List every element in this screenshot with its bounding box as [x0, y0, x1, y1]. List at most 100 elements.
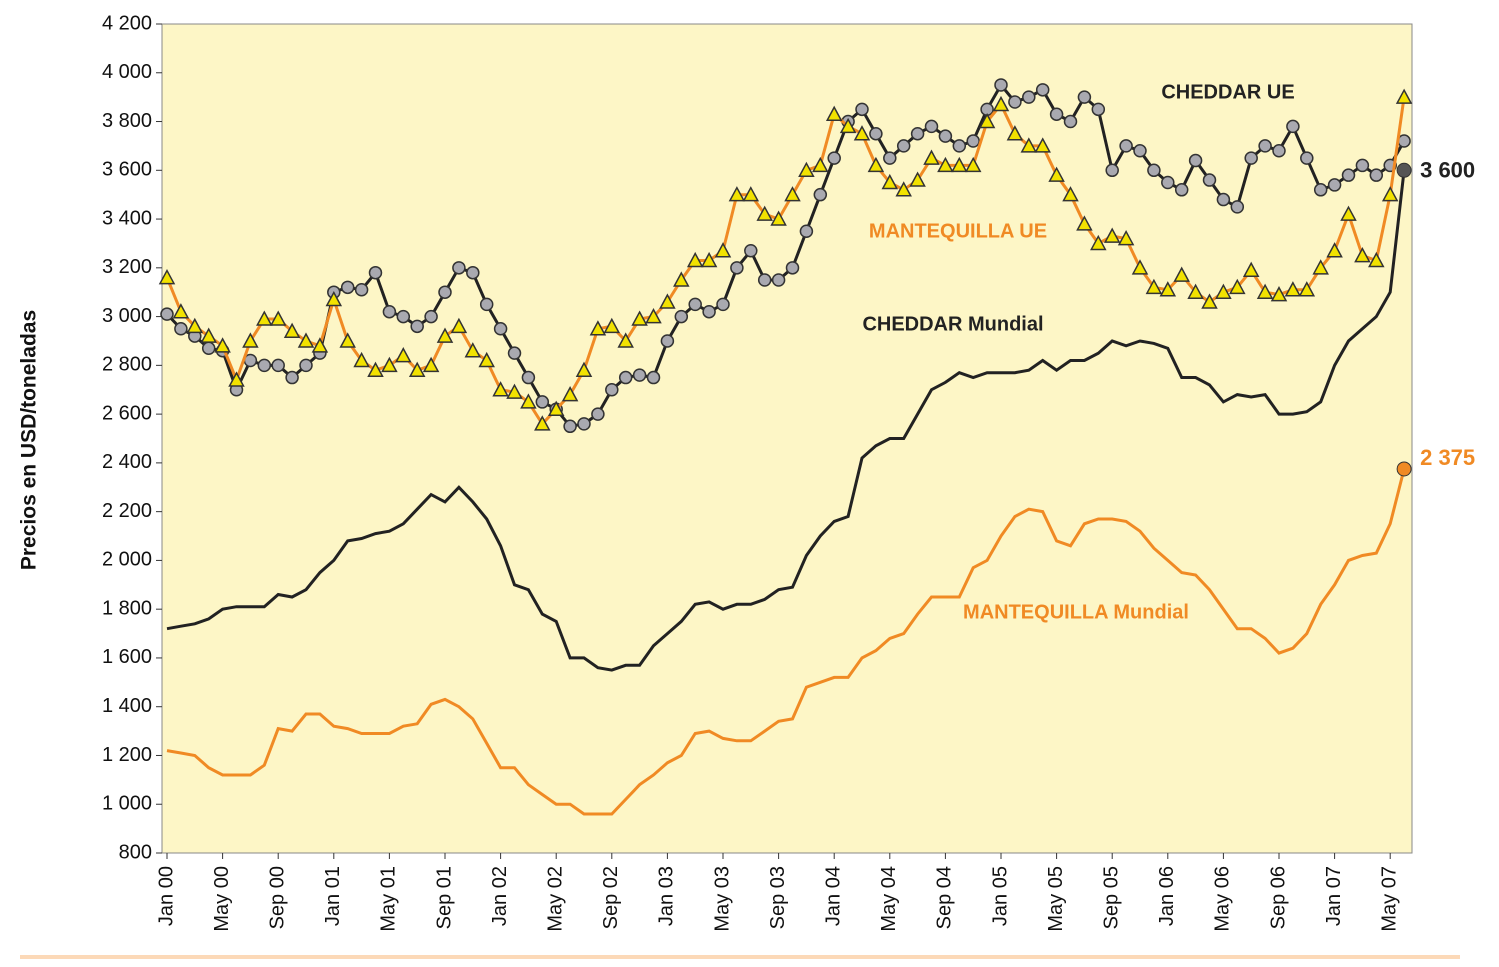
marker: [881, 173, 899, 190]
marker: [798, 161, 815, 178]
marker: [1174, 183, 1189, 197]
marker: [368, 265, 383, 280]
marker: [1381, 186, 1399, 202]
marker: [1008, 95, 1022, 109]
marker: [645, 308, 662, 324]
marker: [716, 297, 730, 312]
marker: [1229, 278, 1246, 295]
x-tick-label: Jan 07: [1323, 866, 1345, 926]
x-tick-label: Jan 05: [989, 866, 1011, 926]
marker: [688, 297, 702, 312]
marker: [924, 119, 939, 134]
marker: [825, 105, 843, 121]
marker: [1147, 163, 1161, 178]
marker: [577, 417, 591, 431]
marker: [1077, 90, 1092, 104]
marker: [158, 268, 176, 285]
plot-area: [161, 23, 1413, 854]
marker: [646, 370, 661, 385]
marker: [283, 322, 301, 338]
marker: [325, 290, 343, 307]
marker: [228, 371, 245, 387]
marker: [479, 297, 494, 312]
marker: [1270, 286, 1288, 302]
y-tick-label: 1 200: [102, 744, 152, 766]
marker: [1133, 144, 1147, 158]
marker: [563, 419, 577, 434]
marker: [340, 280, 355, 295]
y-tick-label: 2 400: [102, 451, 152, 473]
marker: [1131, 259, 1149, 275]
marker: [1244, 151, 1258, 165]
marker: [200, 327, 217, 343]
marker: [937, 156, 954, 173]
y-tick-label: 1 600: [102, 646, 152, 668]
marker: [354, 283, 369, 297]
marker: [1326, 242, 1343, 258]
y-tick-label: 2 200: [102, 500, 152, 522]
marker: [1272, 144, 1286, 158]
marker: [450, 317, 468, 334]
marker: [1284, 281, 1302, 297]
marker: [521, 370, 536, 385]
marker: [367, 361, 384, 377]
marker: [1327, 178, 1342, 192]
marker: [909, 171, 926, 187]
marker: [603, 317, 621, 334]
marker: [297, 332, 315, 348]
x-tick-label: May 05: [1045, 866, 1067, 932]
marker: [269, 310, 287, 326]
series-label: CHEDDAR Mundial: [862, 313, 1043, 335]
marker: [1187, 283, 1204, 299]
series-line: [166, 468, 1406, 816]
y-tick-label: 2 800: [102, 354, 152, 376]
marker: [1312, 259, 1329, 275]
marker: [160, 307, 174, 321]
marker: [978, 112, 996, 129]
y-tick-label: 4 200: [102, 12, 152, 34]
marker: [813, 187, 828, 202]
marker: [1048, 166, 1065, 182]
marker: [784, 186, 801, 202]
x-tick-label: May 03: [711, 866, 733, 932]
x-tick-label: Sep 06: [1267, 866, 1289, 929]
y-tick-label: 3 400: [102, 207, 152, 229]
end-marker: [1396, 461, 1412, 477]
series-label: CHEDDAR UE: [1161, 81, 1294, 103]
marker: [674, 309, 689, 324]
marker: [951, 156, 968, 173]
x-tick-label: Jan 04: [822, 866, 844, 926]
marker: [172, 303, 190, 319]
marker: [700, 251, 718, 268]
marker: [1119, 139, 1133, 153]
marker: [744, 244, 758, 258]
marker: [910, 126, 925, 141]
marker: [605, 382, 619, 397]
series-line: [166, 170, 1406, 672]
marker: [1258, 139, 1272, 153]
marker: [1368, 251, 1385, 268]
x-tick-label: May 04: [878, 866, 900, 932]
marker: [174, 322, 188, 336]
marker: [561, 386, 579, 402]
marker: [839, 117, 857, 134]
series-label: MANTEQUILLA UE: [869, 220, 1047, 242]
marker: [702, 304, 716, 319]
marker: [883, 151, 897, 165]
marker: [770, 210, 787, 226]
marker: [201, 341, 216, 356]
marker: [730, 261, 744, 275]
marker: [618, 370, 633, 385]
marker: [799, 224, 814, 238]
marker: [1188, 153, 1203, 168]
marker: [575, 361, 593, 377]
marker: [242, 332, 259, 348]
marker: [1355, 158, 1370, 173]
marker: [1256, 283, 1274, 299]
marker: [1105, 163, 1119, 178]
marker: [438, 285, 452, 299]
y-axis-label: Precios en USD/toneladas: [18, 310, 41, 570]
marker: [396, 309, 411, 324]
x-tick-label: May 06: [1212, 866, 1234, 932]
